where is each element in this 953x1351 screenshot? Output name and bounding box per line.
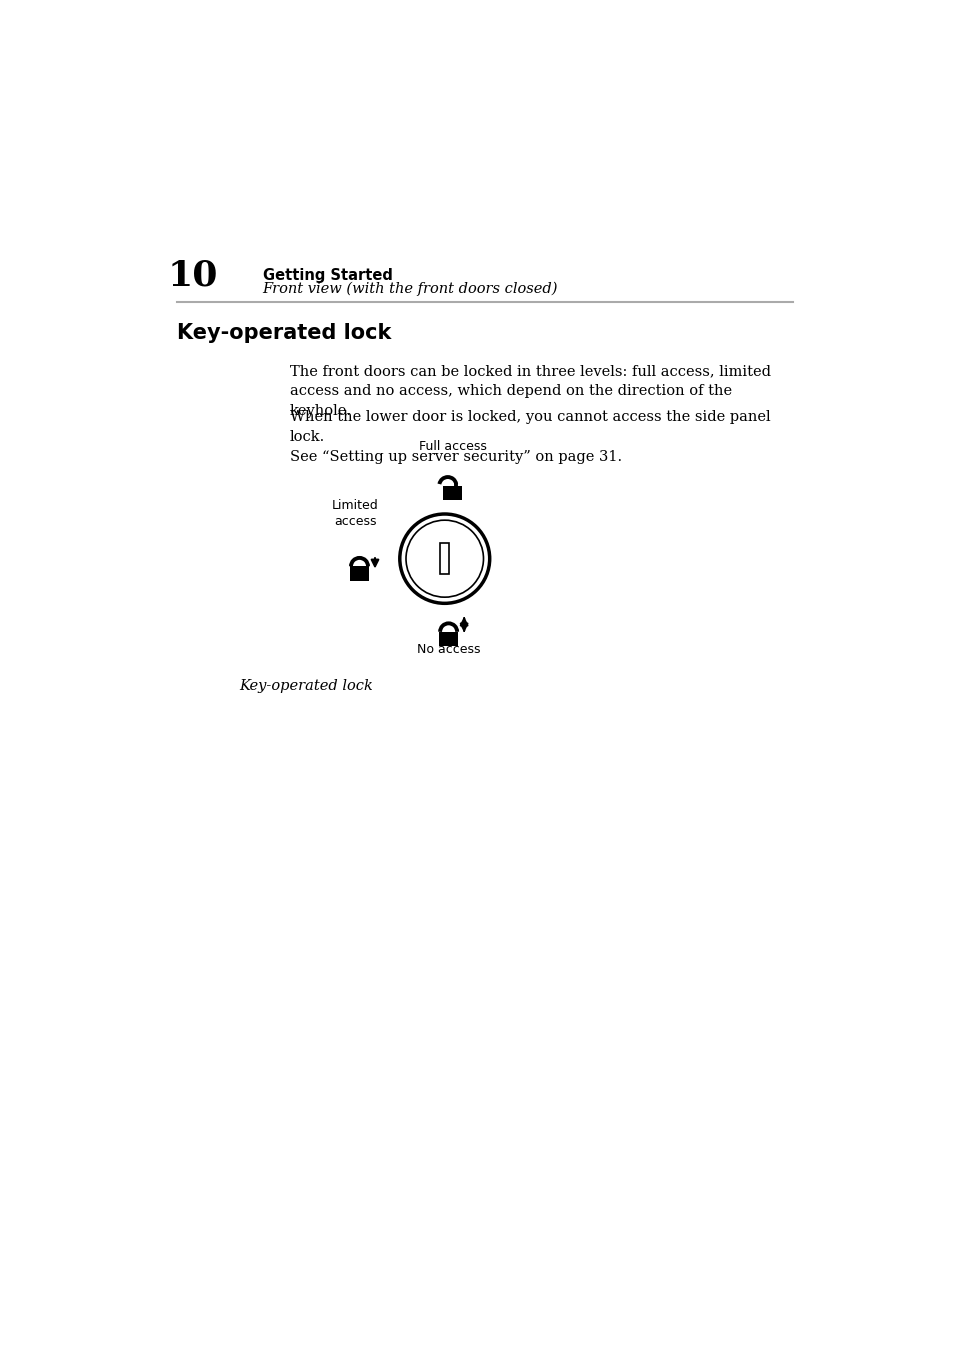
Bar [350,566,369,581]
Bar [439,632,457,646]
Text: When the lower door is locked, you cannot access the side panel
lock.: When the lower door is locked, you canno… [290,411,770,444]
Text: Limited
access: Limited access [332,499,378,528]
Bar [443,485,461,500]
Bar [439,543,449,574]
Text: The front doors can be locked in three levels: full access, limited
access and n: The front doors can be locked in three l… [290,363,770,417]
Text: Key-operated lock: Key-operated lock [239,678,373,693]
Text: No access: No access [416,643,480,655]
Text: 10: 10 [168,258,218,292]
Text: Key-operated lock: Key-operated lock [177,323,392,343]
Text: See “Setting up server security” on page 31.: See “Setting up server security” on page… [290,450,621,465]
Text: Full access: Full access [418,440,486,453]
Text: Front view (with the front doors closed): Front view (with the front doors closed) [262,282,558,296]
Text: Getting Started: Getting Started [262,267,392,282]
